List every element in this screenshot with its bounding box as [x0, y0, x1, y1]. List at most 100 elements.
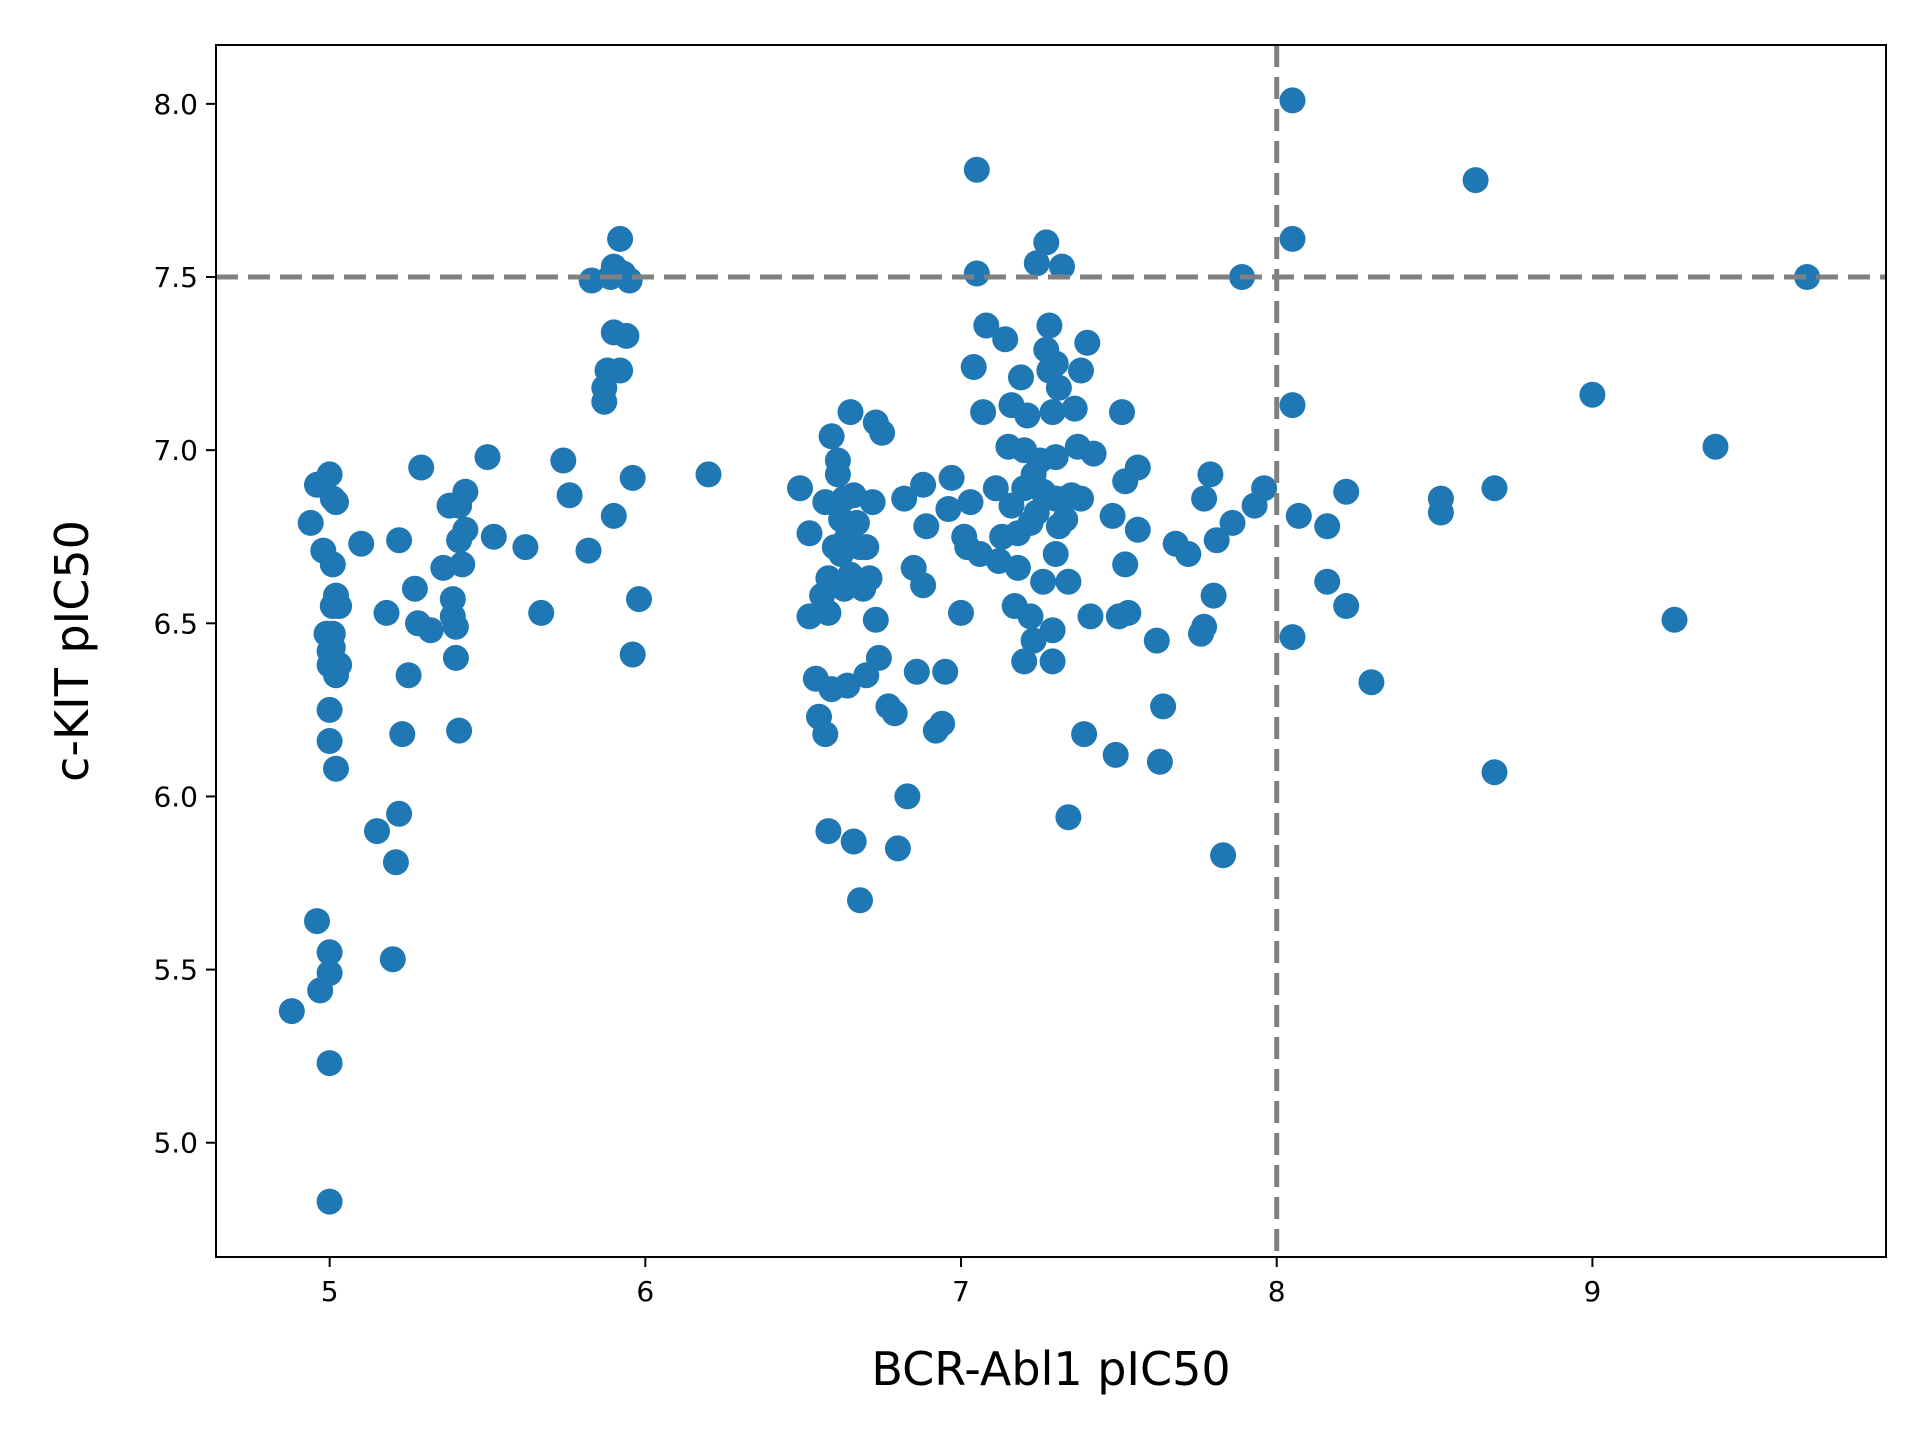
data-point	[1020, 627, 1047, 654]
data-point	[1314, 568, 1341, 595]
data-point	[865, 644, 892, 671]
data-point	[316, 939, 343, 966]
data-point	[316, 696, 343, 723]
data-point	[970, 399, 997, 426]
data-point	[389, 721, 416, 748]
data-point	[992, 326, 1019, 353]
y-tick-label: 7.0	[153, 434, 198, 467]
data-point	[600, 502, 627, 529]
data-point	[1039, 399, 1066, 426]
data-point	[480, 523, 507, 550]
data-point	[1333, 478, 1360, 505]
data-point	[316, 960, 343, 986]
data-point	[824, 461, 851, 488]
data-point	[408, 454, 435, 481]
data-point	[316, 728, 343, 754]
data-point	[326, 593, 353, 619]
data-point	[1702, 433, 1729, 460]
data-point	[1039, 648, 1066, 675]
data-point	[619, 464, 646, 491]
data-point	[1023, 250, 1050, 277]
data-point	[847, 887, 873, 914]
data-point	[859, 489, 886, 516]
data-point	[1333, 593, 1360, 619]
data-point	[1279, 392, 1306, 419]
data-point	[913, 513, 940, 540]
data-point	[948, 599, 974, 626]
data-point	[348, 530, 375, 557]
data-point	[1039, 617, 1066, 644]
data-point	[1481, 759, 1508, 786]
data-point	[1042, 444, 1069, 471]
data-point	[837, 399, 864, 426]
data-point	[446, 717, 473, 744]
data-point	[1011, 648, 1038, 675]
data-point	[818, 423, 845, 450]
data-point	[449, 551, 476, 578]
y-tick-label: 8.0	[153, 88, 198, 121]
data-point	[442, 644, 469, 671]
data-point	[982, 475, 1009, 502]
data-point	[1191, 485, 1218, 512]
data-point	[869, 419, 896, 446]
data-point	[1061, 395, 1088, 422]
data-point	[323, 755, 349, 782]
data-point	[815, 818, 842, 845]
data-point	[1017, 603, 1044, 630]
data-point	[1427, 499, 1454, 526]
data-point	[1200, 582, 1227, 609]
data-point	[881, 700, 908, 727]
x-tick-label: 5	[321, 1275, 339, 1308]
data-point	[316, 461, 343, 488]
data-point	[386, 800, 413, 827]
data-point	[1052, 506, 1079, 533]
data-point	[417, 617, 444, 644]
data-point	[1358, 669, 1385, 696]
data-point	[910, 572, 937, 599]
data-point	[1124, 454, 1151, 481]
data-point	[1099, 502, 1126, 529]
data-point	[1279, 87, 1306, 114]
data-point	[613, 322, 640, 349]
data-point	[1219, 509, 1246, 536]
data-point	[439, 586, 466, 613]
data-point	[1115, 599, 1142, 626]
data-point	[1036, 312, 1063, 339]
data-point	[591, 388, 618, 415]
data-point	[616, 267, 643, 294]
data-point	[840, 828, 867, 855]
data-point	[1030, 568, 1057, 595]
data-point	[796, 520, 823, 547]
data-point	[1251, 475, 1278, 502]
data-point	[960, 354, 987, 380]
data-point	[1109, 399, 1135, 426]
data-point	[963, 260, 990, 287]
data-point	[1055, 568, 1082, 595]
data-point	[326, 651, 353, 678]
y-tick-label: 5.5	[153, 954, 198, 987]
y-axis-ticks: 5.0 5.5 6.0 6.5 7.0 7.5 8.0	[153, 88, 216, 1160]
data-point	[1074, 329, 1101, 356]
data-point	[843, 509, 870, 536]
data-point	[1124, 516, 1151, 543]
data-point	[935, 496, 962, 522]
data-point	[556, 482, 583, 509]
data-point	[626, 586, 652, 613]
data-point	[395, 662, 422, 689]
data-point	[1314, 513, 1341, 540]
data-point	[1481, 475, 1508, 502]
data-point	[1077, 603, 1104, 630]
data-point	[316, 1050, 343, 1077]
data-point	[1279, 624, 1306, 651]
data-point	[1004, 554, 1031, 581]
data-point	[1071, 721, 1098, 748]
data-point	[957, 489, 984, 516]
data-point	[1008, 364, 1034, 391]
data-point	[304, 908, 330, 935]
data-point	[1285, 502, 1312, 529]
data-point	[1055, 804, 1082, 831]
data-point	[373, 599, 400, 626]
data-point	[938, 464, 965, 491]
